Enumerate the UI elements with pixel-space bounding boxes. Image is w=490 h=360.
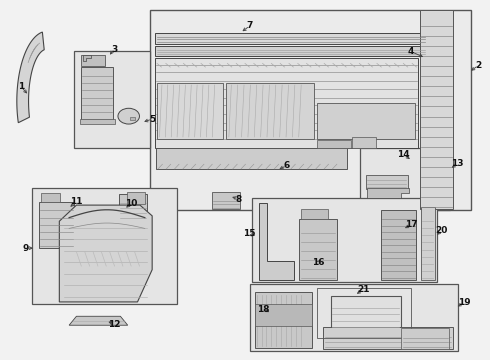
- Text: 1: 1: [18, 82, 24, 91]
- Bar: [252, 198, 437, 282]
- Text: 5: 5: [149, 114, 155, 123]
- Polygon shape: [17, 32, 44, 123]
- Bar: [318, 288, 411, 338]
- Circle shape: [118, 108, 140, 124]
- Bar: [157, 83, 223, 139]
- Bar: [130, 117, 135, 121]
- Bar: [318, 140, 350, 148]
- Text: 18: 18: [257, 305, 270, 314]
- Bar: [250, 284, 458, 351]
- Bar: [156, 148, 346, 169]
- Bar: [80, 119, 115, 125]
- Polygon shape: [259, 203, 294, 280]
- Bar: [32, 188, 176, 304]
- Text: 4: 4: [408, 47, 415, 56]
- Bar: [74, 51, 150, 148]
- Text: 8: 8: [236, 194, 242, 203]
- Bar: [150, 10, 471, 211]
- Text: 13: 13: [451, 159, 464, 168]
- Bar: [401, 328, 449, 348]
- Bar: [255, 304, 313, 326]
- Text: 9: 9: [23, 244, 29, 253]
- Polygon shape: [59, 205, 152, 302]
- Bar: [119, 194, 147, 220]
- Polygon shape: [69, 316, 128, 325]
- Text: 6: 6: [283, 161, 290, 170]
- Bar: [212, 192, 240, 210]
- Bar: [226, 83, 315, 139]
- Text: 15: 15: [243, 229, 255, 238]
- Bar: [301, 210, 328, 220]
- Bar: [420, 10, 453, 210]
- Polygon shape: [155, 45, 426, 56]
- Bar: [299, 220, 337, 280]
- Bar: [352, 137, 376, 148]
- Polygon shape: [83, 55, 91, 61]
- Text: 19: 19: [458, 298, 470, 307]
- Text: 2: 2: [475, 61, 482, 70]
- Polygon shape: [155, 33, 426, 44]
- Bar: [39, 202, 74, 248]
- Bar: [255, 292, 313, 348]
- Text: 3: 3: [111, 45, 117, 54]
- Text: 10: 10: [125, 199, 138, 208]
- Polygon shape: [367, 188, 409, 198]
- Bar: [323, 327, 453, 349]
- Polygon shape: [155, 58, 418, 148]
- Bar: [127, 192, 146, 204]
- Bar: [360, 148, 450, 211]
- Text: 17: 17: [405, 220, 417, 229]
- Bar: [81, 55, 105, 66]
- Bar: [366, 175, 408, 189]
- Bar: [331, 296, 401, 330]
- Text: 11: 11: [70, 197, 83, 206]
- Text: 21: 21: [357, 285, 369, 294]
- Bar: [318, 103, 415, 139]
- Text: 20: 20: [435, 226, 447, 235]
- Text: 16: 16: [312, 258, 324, 267]
- Bar: [381, 211, 416, 280]
- Bar: [421, 207, 435, 280]
- Bar: [41, 193, 60, 202]
- Bar: [81, 67, 113, 121]
- Text: 7: 7: [246, 21, 253, 30]
- Text: 14: 14: [397, 150, 410, 159]
- Text: 12: 12: [108, 320, 121, 329]
